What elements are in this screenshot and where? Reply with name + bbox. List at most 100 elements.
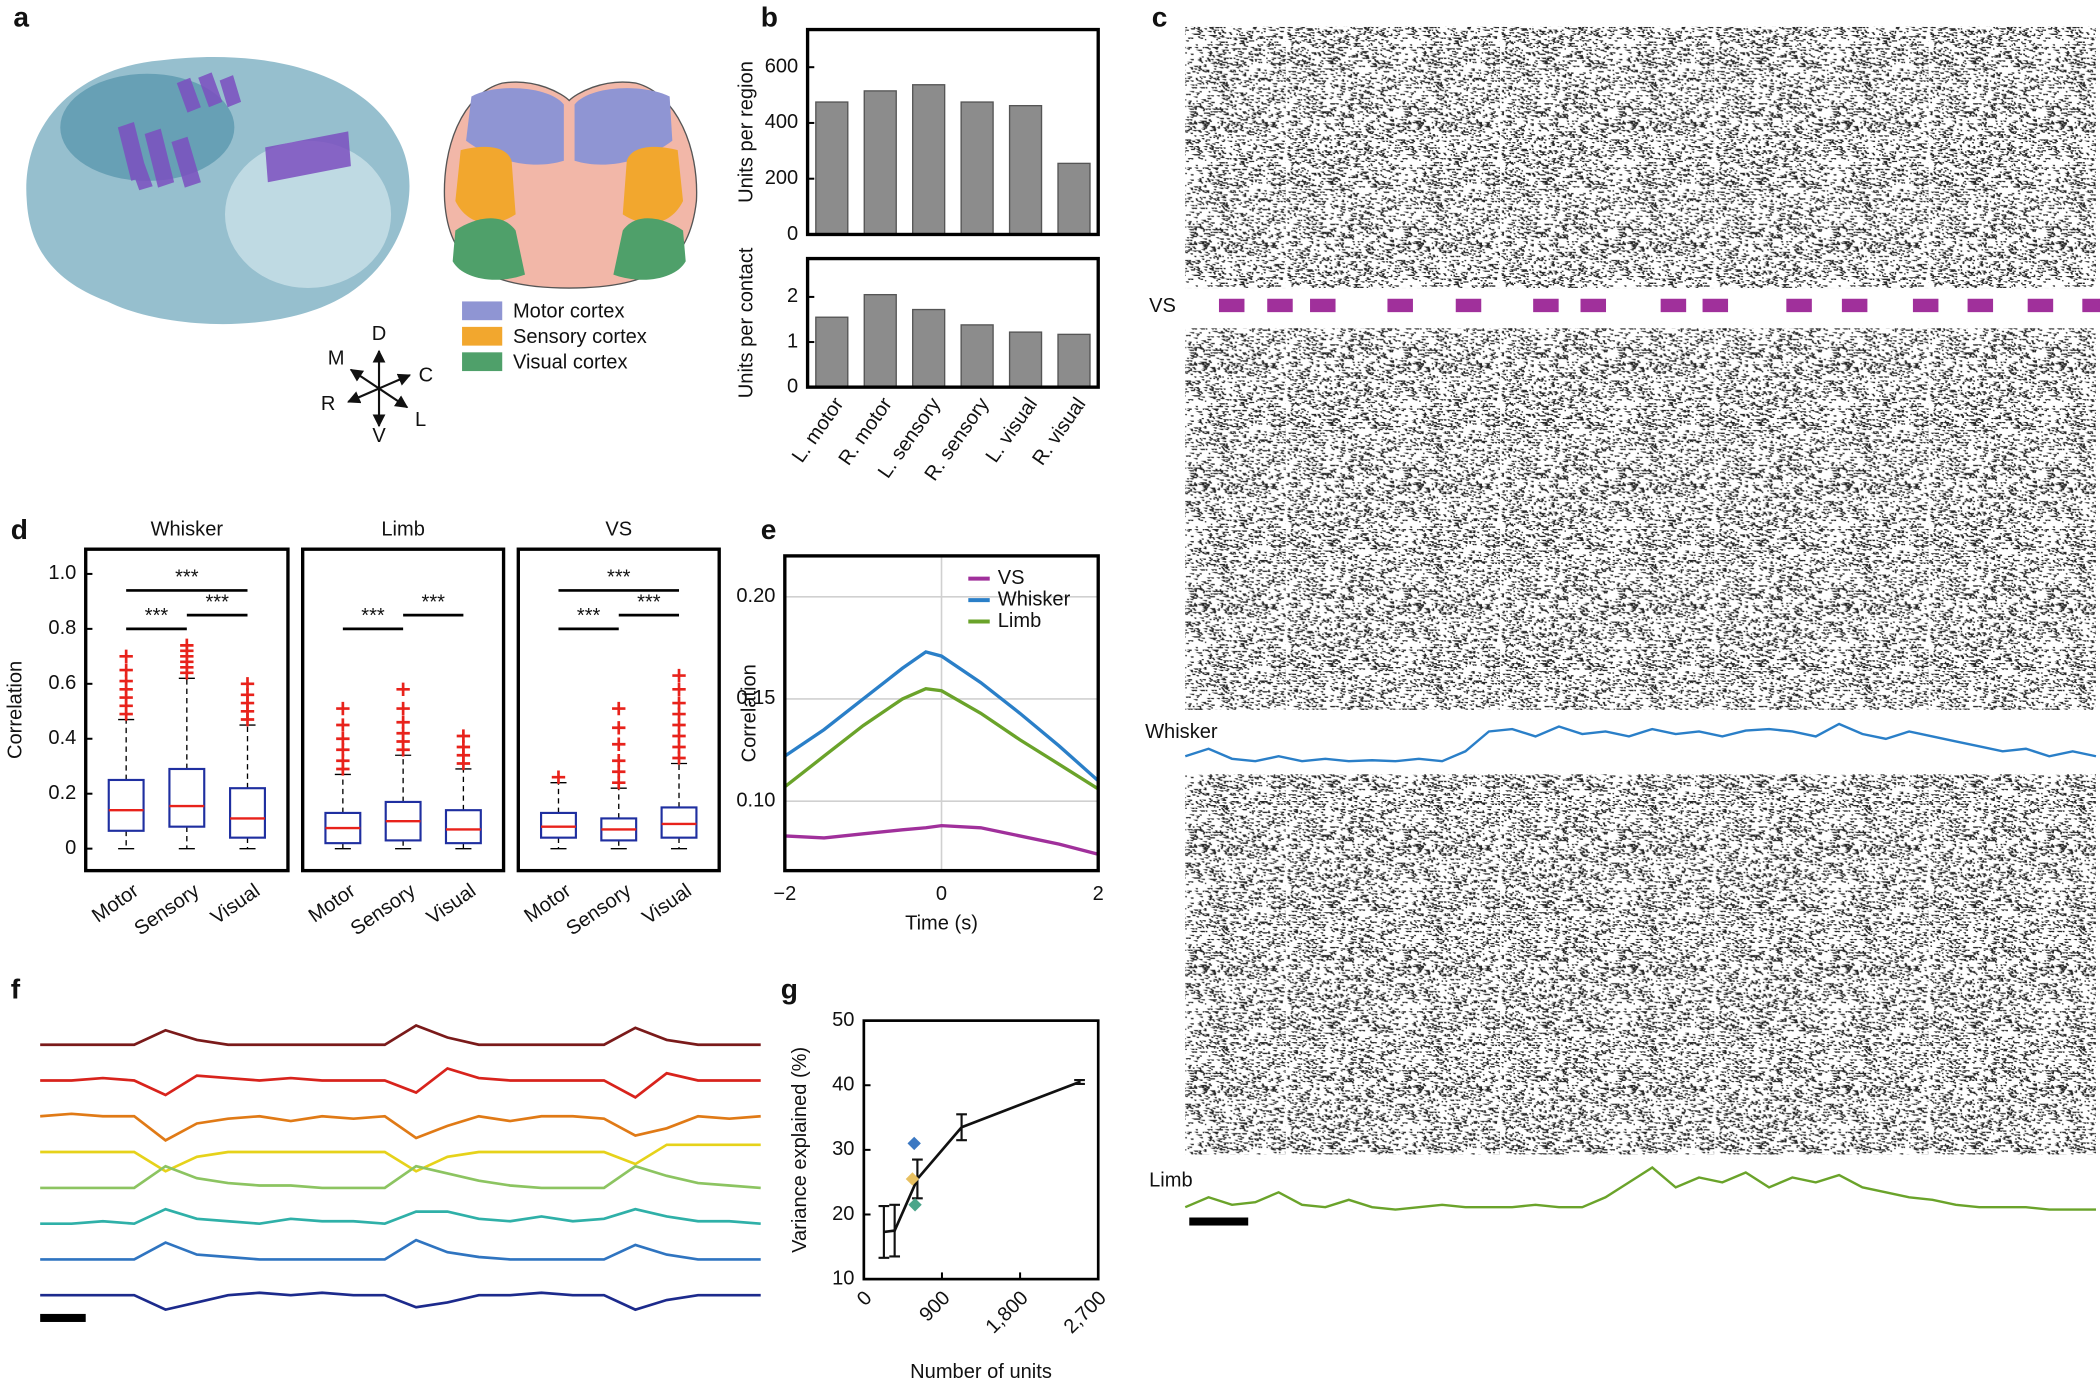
compass-label: M	[328, 347, 345, 369]
x-tick-label: 1,800	[982, 1287, 1033, 1338]
legend-swatch	[462, 301, 503, 321]
outlier	[336, 701, 350, 716]
y-tick-label: 2	[787, 285, 798, 307]
y-tick-label: 0.15	[736, 687, 775, 709]
legend-label: Limb	[998, 610, 1042, 632]
vs-event	[1786, 298, 1812, 313]
sensory-region	[622, 146, 684, 224]
x-tick-label: Visual	[423, 880, 480, 929]
vs-event	[1310, 298, 1336, 313]
panel-label: b	[761, 1, 778, 32]
outlier	[672, 668, 686, 683]
compass-label: V	[372, 425, 386, 447]
series-line	[784, 823, 1099, 856]
x-axis-label: Number of units	[910, 1361, 1052, 1383]
x-tick-label: −2	[773, 883, 796, 905]
point	[905, 1172, 920, 1186]
trace-label: Whisker	[1145, 721, 1218, 743]
x-tick-label: Sensory	[130, 880, 203, 940]
trace	[40, 1066, 761, 1099]
y-tick-label: 50	[832, 1009, 854, 1031]
vs-event	[1841, 298, 1868, 313]
probe	[117, 121, 201, 191]
raster	[1185, 328, 2096, 710]
raster	[1185, 26, 2096, 289]
compass-arrow	[349, 368, 380, 390]
trace	[40, 1112, 761, 1142]
significance-label: ***	[637, 591, 661, 613]
y-tick-label: 1	[787, 330, 798, 352]
compass-label: D	[372, 323, 387, 345]
y-tick-label: 1.0	[48, 562, 76, 584]
significance-label: ***	[205, 591, 229, 613]
scale-bar	[40, 1313, 86, 1322]
bar	[912, 84, 946, 236]
outlier	[396, 715, 410, 729]
panel-label: e	[761, 514, 777, 545]
series-line	[783, 687, 1100, 791]
bar	[912, 308, 946, 388]
vs-event	[2082, 298, 2100, 313]
bar	[863, 293, 897, 388]
x-axis-label: Time (s)	[905, 912, 978, 934]
y-tick-label: 0.20	[736, 585, 775, 607]
frame	[84, 547, 290, 873]
panel-label: f	[11, 974, 21, 1005]
trace	[40, 1207, 761, 1226]
compass-label: R	[321, 393, 336, 415]
trace	[40, 1023, 761, 1047]
compass-arrow	[347, 387, 380, 404]
error-bar	[956, 1113, 967, 1142]
outlier	[396, 682, 410, 697]
legend-label: Motor cortex	[513, 300, 625, 322]
y-tick-label: 0	[787, 223, 798, 245]
motor-region	[466, 88, 564, 165]
frame	[516, 547, 721, 873]
series-line	[783, 650, 1100, 783]
y-axis-label: Variance explained (%)	[789, 1047, 811, 1253]
trace	[40, 1238, 761, 1261]
outlier	[612, 721, 626, 735]
probe	[176, 72, 242, 113]
bar	[1008, 104, 1043, 236]
frame	[301, 547, 506, 873]
outlier	[612, 754, 626, 768]
error-bar	[1074, 1079, 1085, 1086]
panel-label: g	[781, 974, 798, 1005]
x-tick-label: Sensory	[562, 880, 635, 940]
vs-event	[1660, 298, 1687, 313]
legend-label: VS	[998, 567, 1025, 589]
vs-event	[1455, 298, 1482, 313]
y-tick-label: 0.6	[48, 672, 76, 694]
outlier	[396, 701, 410, 716]
y-tick-label: 10	[832, 1267, 854, 1289]
frame	[783, 554, 1100, 873]
visual-region	[613, 218, 686, 280]
legend-swatch	[462, 352, 503, 372]
outlier	[612, 701, 626, 716]
trace-label: VS	[1149, 295, 1176, 317]
y-tick-label: 0.10	[736, 789, 775, 811]
x-tick-label: 900	[915, 1287, 954, 1326]
y-tick-label: 0	[787, 375, 798, 397]
compass-label: L	[415, 409, 426, 431]
compass-label: C	[419, 365, 434, 387]
outlier	[672, 682, 686, 697]
significance-label: ***	[361, 605, 385, 627]
point	[907, 1136, 921, 1151]
box	[229, 787, 266, 839]
x-tick-label: 0	[853, 1287, 876, 1310]
outlier	[180, 638, 194, 653]
legend-label: Sensory cortex	[513, 326, 647, 348]
trace-label: Limb	[1149, 1170, 1193, 1192]
outlier	[551, 770, 566, 784]
probe	[265, 131, 351, 183]
significance-label: ***	[577, 605, 601, 627]
sensory-region	[455, 146, 516, 224]
y-tick-label: 20	[832, 1203, 854, 1225]
compass-arrow	[378, 387, 409, 409]
brain-inner	[225, 140, 392, 289]
y-axis-label: Correlation	[4, 661, 26, 759]
box	[660, 806, 698, 839]
vs-event	[1912, 298, 1939, 313]
